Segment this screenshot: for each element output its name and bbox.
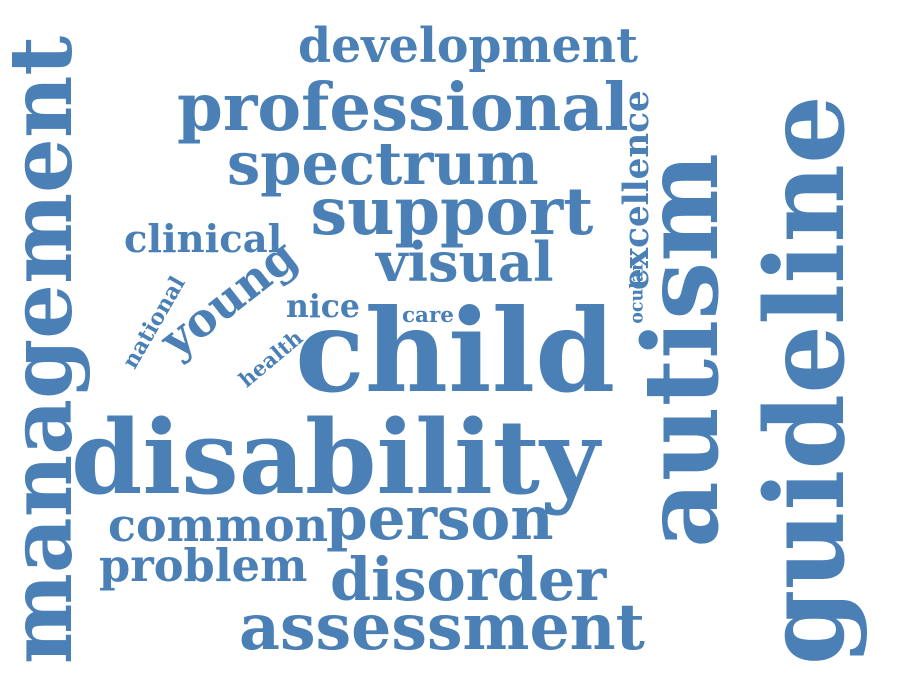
word-clinical: clinical bbox=[124, 216, 283, 262]
word-problem: problem bbox=[99, 538, 308, 592]
word-common: common bbox=[108, 498, 329, 552]
word-guideline: guideline bbox=[740, 95, 869, 666]
word-support: support bbox=[310, 173, 594, 250]
word-management: management bbox=[0, 35, 93, 665]
word-excellence: excellence bbox=[616, 90, 657, 290]
word-assessment: assessment bbox=[239, 589, 645, 664]
word-child: child bbox=[295, 283, 616, 419]
word-disorder: disorder bbox=[330, 544, 607, 614]
word-spectrum: spectrum bbox=[227, 128, 539, 198]
word-person: person bbox=[326, 484, 554, 554]
word-professional: professional bbox=[177, 69, 629, 146]
word-care: care bbox=[402, 302, 454, 328]
word-nice: nice bbox=[286, 288, 360, 325]
word-disability: disability bbox=[71, 398, 600, 518]
word-ocular: ocular bbox=[627, 261, 648, 324]
word-development: development bbox=[298, 18, 639, 74]
word-visual: visual bbox=[376, 230, 554, 294]
